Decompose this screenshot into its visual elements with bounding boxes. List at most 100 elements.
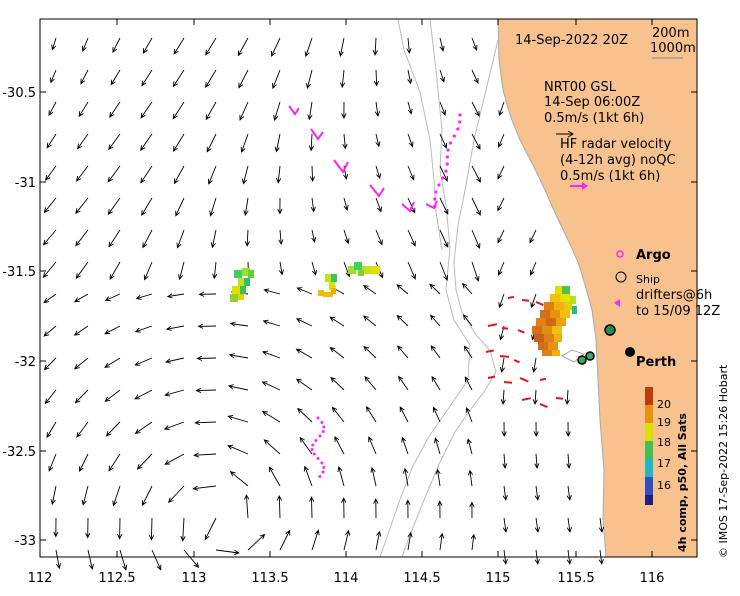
isobath-shelf [397,19,443,251]
current-vector [261,381,281,391]
current-vector [75,261,89,280]
current-vector [311,261,317,276]
y-axis: -30.5 -31 -31.5 -32 -32.5 -33 [2,86,697,549]
current-vector [212,261,218,280]
current-vector [463,345,473,359]
sst-patch-middle [318,274,337,297]
current-vector [407,133,414,148]
current-vector [565,421,571,438]
current-vector [471,229,481,249]
current-vector [74,357,89,370]
current-vector [136,453,153,470]
current-vector [566,485,572,501]
nrt-scale-arrow-head [567,130,574,138]
current-vector [43,357,57,371]
current-vector [51,37,57,51]
current-vector [329,316,345,327]
hf-radar-vector [499,355,510,358]
current-vector [439,69,445,83]
hf-radar-vector [519,377,529,383]
current-vector [430,345,441,359]
current-vector [140,165,153,184]
current-vector [55,549,62,570]
current-vector [272,69,281,90]
current-vector [207,165,217,185]
current-vector [48,453,57,472]
drifter-legend-label-1: drifters@6h [636,288,712,303]
current-vector [278,229,284,246]
current-vector [343,197,349,212]
current-vector [229,321,249,327]
hf-radar-vector [513,359,520,364]
current-vector [566,453,572,470]
current-vector [398,375,409,391]
current-vector [498,293,505,309]
current-vector [403,467,409,487]
current-vector [151,549,162,571]
current-vector [564,389,570,406]
current-vector [172,69,185,88]
current-vector [431,375,441,391]
current-vector [81,37,89,52]
colorbar-tick: 17 [657,457,671,470]
argo-legend-icon [616,250,624,258]
current-vector [164,389,185,397]
drifter-chevron [369,184,385,198]
current-vector [465,407,473,423]
current-vector [53,517,59,538]
drifter-point [312,452,316,456]
current-vector [295,378,313,391]
current-vector [44,165,57,181]
current-vector [338,37,345,57]
current-vector [439,37,445,52]
current-vector [471,37,478,51]
current-vector [173,37,185,55]
current-vector [134,325,153,333]
hf-title: HF radar velocity [560,137,672,152]
current-vector [85,517,91,539]
current-vector [467,469,474,487]
current-vector [241,165,249,185]
current-vector [373,498,379,519]
current-vector [263,439,281,455]
drifter-point [310,448,314,451]
current-vector [228,353,249,359]
sst-patches [230,262,577,356]
current-vector [140,101,153,119]
current-vector [80,69,89,85]
x-tick-label: 112 [28,571,53,586]
colorbar-tick: 20 [657,398,671,411]
current-vector [206,133,217,153]
current-vector [534,517,540,533]
current-vector [497,165,505,180]
current-vector [471,197,481,216]
current-vector [497,229,505,244]
current-vector [407,165,415,181]
colorbar-tick: 18 [657,436,671,449]
current-vector [43,197,57,214]
current-vector [79,453,89,473]
current-vector [330,376,345,391]
current-vector [334,435,345,455]
hf-radar-vector [487,323,498,327]
drifter-legend-label-2: to 15/09 12Z [636,304,720,319]
current-vector [343,529,351,551]
current-vector [108,453,121,472]
current-vector [363,345,377,359]
current-vector [405,499,411,519]
current-vector [107,165,121,183]
current-vector [134,421,153,434]
ship-marker [585,351,595,361]
current-vector [46,421,57,438]
perth-label: Perth [636,355,676,370]
drifter-point [321,470,325,474]
current-vector [175,197,185,217]
current-vector [107,197,121,216]
y-tick-label: -31 [15,176,36,191]
current-vector [104,325,121,335]
current-vector [295,318,313,327]
colorbar-tick: 16 [657,479,671,492]
isobath-label-200m: 200m [652,26,689,41]
current-vector [73,325,89,336]
x-axis: 112 112.5 113 113.5 114 114.5 115 115.5 … [28,19,664,586]
